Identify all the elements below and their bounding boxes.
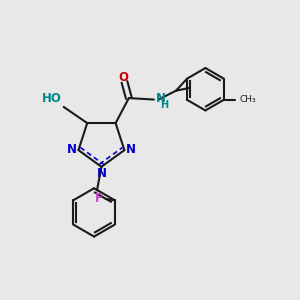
Text: N: N (67, 143, 77, 156)
Text: N: N (156, 92, 166, 105)
Text: O: O (118, 71, 129, 84)
Text: F: F (94, 192, 103, 205)
Text: N: N (126, 143, 136, 156)
Text: HO: HO (41, 92, 61, 105)
Text: CH₃: CH₃ (239, 95, 256, 104)
Text: H: H (160, 100, 169, 110)
Text: N: N (97, 167, 107, 180)
